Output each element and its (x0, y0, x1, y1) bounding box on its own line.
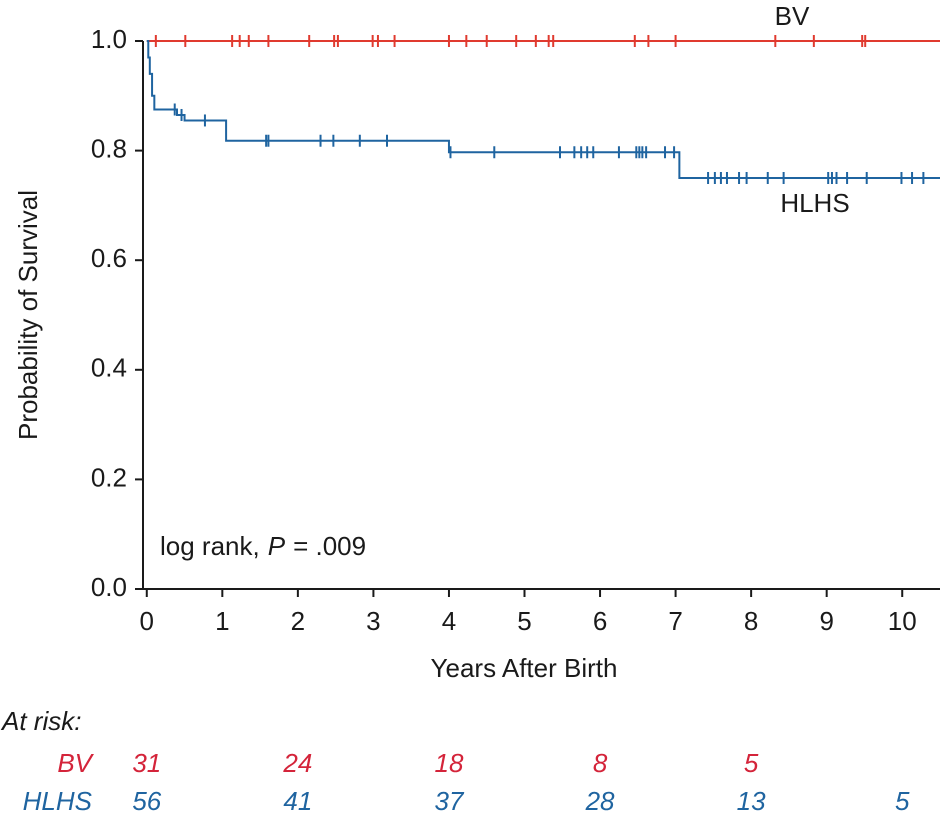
x-tick-label: 4 (442, 606, 456, 636)
x-tick-label: 5 (517, 606, 531, 636)
x-tick-label: 8 (744, 606, 758, 636)
at-risk-count: 5 (744, 748, 759, 778)
x-tick-label: 0 (140, 606, 154, 636)
x-tick-label: 10 (888, 606, 917, 636)
annotation-text: P (268, 531, 286, 561)
at-risk-count: 37 (434, 786, 464, 816)
x-tick-label: 2 (291, 606, 305, 636)
y-tick-label: 1.0 (91, 24, 127, 54)
at-risk-count: 13 (737, 786, 766, 816)
y-tick-label: 0.4 (91, 353, 127, 383)
annotation-text: log rank, (160, 531, 260, 561)
at-risk-count: 41 (283, 786, 312, 816)
x-tick-label: 7 (668, 606, 682, 636)
at-risk-count: 8 (593, 748, 608, 778)
at-risk-title: At risk: (0, 706, 81, 736)
x-tick-label: 9 (819, 606, 833, 636)
y-tick-label: 0.0 (91, 572, 127, 602)
survival-curve (146, 40, 940, 179)
y-tick-label: 0.6 (91, 243, 127, 273)
x-tick-label: 6 (593, 606, 607, 636)
x-tick-label: 1 (215, 606, 229, 636)
series-label: HLHS (780, 188, 849, 218)
y-axis-label: Probability of Survival (13, 190, 43, 440)
at-risk-label: BV (57, 748, 94, 778)
y-tick-label: 0.2 (91, 462, 127, 492)
x-axis-label: Years After Birth (431, 653, 618, 683)
series-label: BV (775, 1, 810, 31)
x-tick-label: 3 (366, 606, 380, 636)
at-risk-count: 28 (585, 786, 615, 816)
at-risk-count: 31 (132, 748, 161, 778)
at-risk-count: 24 (282, 748, 312, 778)
at-risk-count: 18 (434, 748, 463, 778)
at-risk-label: HLHS (23, 786, 93, 816)
at-risk-count: 5 (895, 786, 910, 816)
annotation: log rank, P = .009 (160, 531, 366, 561)
at-risk-count: 56 (132, 786, 161, 816)
annotation-text: = .009 (293, 531, 366, 561)
y-tick-label: 0.8 (91, 133, 127, 163)
